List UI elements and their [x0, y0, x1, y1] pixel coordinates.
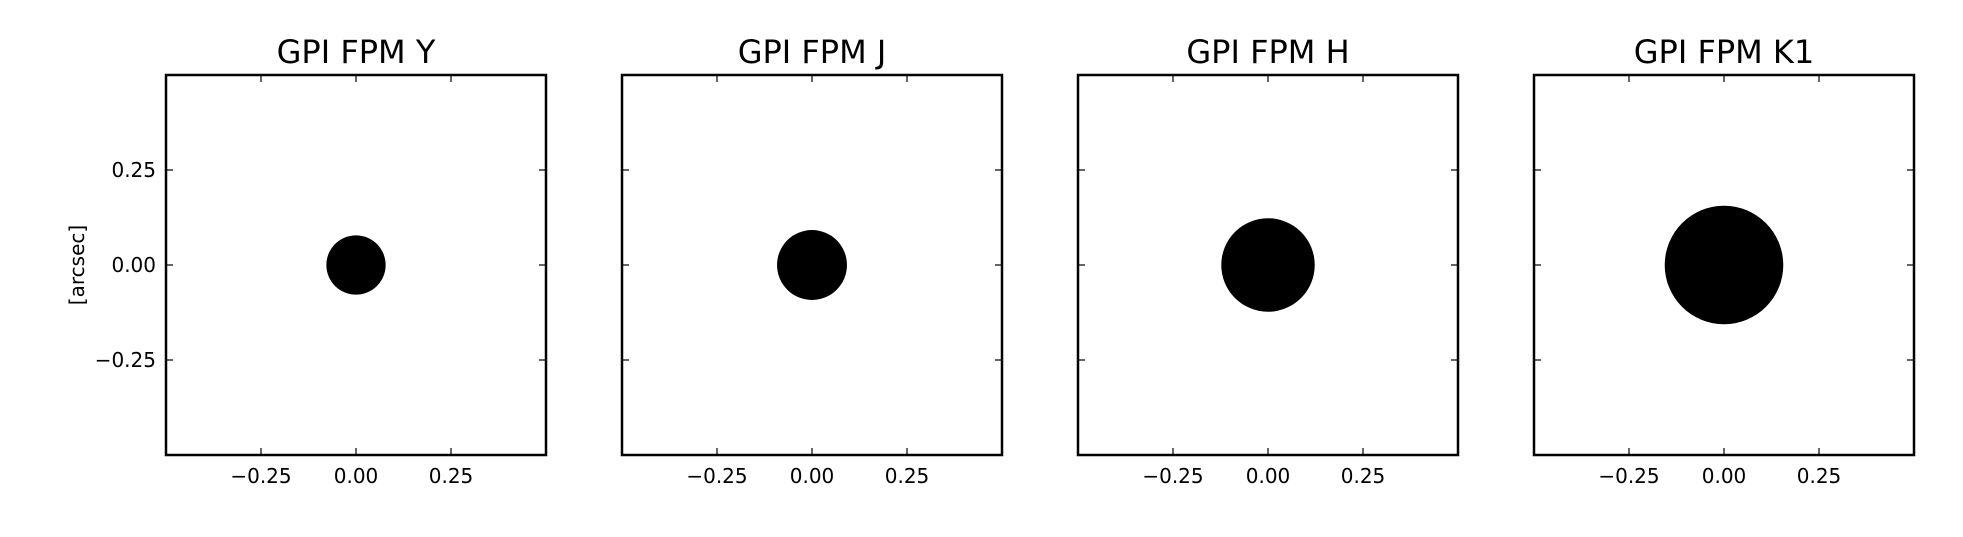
- x-tick-label: −0.25: [1598, 464, 1659, 488]
- fpm-mask-disk: [1221, 218, 1315, 312]
- x-tick-label: 0.25: [429, 464, 474, 488]
- panel-4: −0.25 0.00 0.25 GPI FPM K1: [1532, 33, 1916, 488]
- x-tick-label: 0.00: [790, 464, 835, 488]
- x-tick-label: −0.25: [230, 464, 291, 488]
- x-tick-label: 0.25: [1341, 464, 1386, 488]
- panels: −0.25 0.00 0.25 −0.25 0.00 0.25 GPI FPM Y [arcs…: [65, 33, 1916, 488]
- y-tick-label: 0.25: [111, 158, 156, 182]
- fpm-mask-disk: [1664, 205, 1784, 325]
- x-tick-label: 0.00: [334, 464, 379, 488]
- panel-2: −0.25 0.00 0.25 GPI FPM J: [620, 33, 1004, 488]
- x-tick-label: 0.00: [1702, 464, 1747, 488]
- y-axis-label: [arcsec]: [65, 225, 89, 305]
- x-tick-label: 0.00: [1246, 464, 1291, 488]
- y-tick-label: −0.25: [95, 348, 156, 372]
- x-tick-label: 0.25: [1797, 464, 1842, 488]
- panel-title: GPI FPM J: [738, 33, 887, 71]
- panel-title: GPI FPM K1: [1634, 33, 1815, 71]
- fpm-mask-disk: [777, 230, 847, 300]
- panel-3: −0.25 0.00 0.25 GPI FPM H: [1076, 33, 1460, 488]
- x-tick-label: −0.25: [1142, 464, 1203, 488]
- y-tick-label: 0.00: [111, 253, 156, 277]
- fpm-mask-disk: [326, 235, 386, 295]
- panel-title: GPI FPM H: [1186, 33, 1349, 71]
- x-tick-label: −0.25: [686, 464, 747, 488]
- panel-1: −0.25 0.00 0.25 −0.25 0.00 0.25 GPI FPM Y [arcs…: [65, 33, 548, 488]
- panel-title: GPI FPM Y: [277, 33, 436, 71]
- x-tick-label: 0.25: [885, 464, 930, 488]
